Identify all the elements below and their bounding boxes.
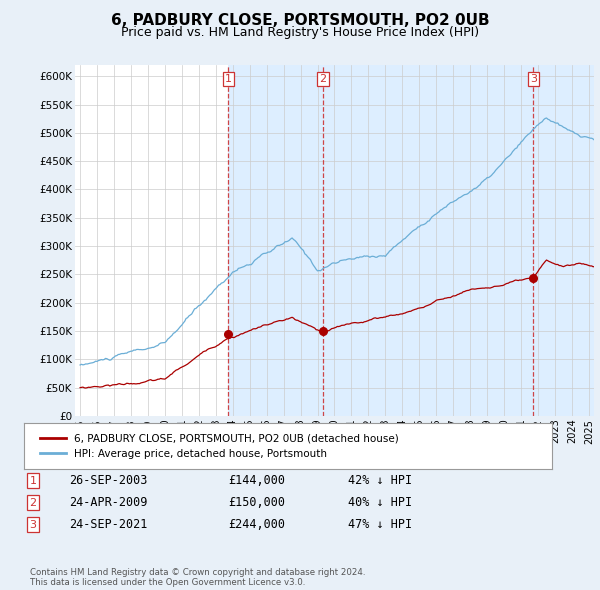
Text: Price paid vs. HM Land Registry's House Price Index (HPI): Price paid vs. HM Land Registry's House …: [121, 26, 479, 39]
Text: 47% ↓ HPI: 47% ↓ HPI: [348, 518, 412, 531]
Text: £144,000: £144,000: [228, 474, 285, 487]
Text: 42% ↓ HPI: 42% ↓ HPI: [348, 474, 412, 487]
Text: 6, PADBURY CLOSE, PORTSMOUTH, PO2 0UB: 6, PADBURY CLOSE, PORTSMOUTH, PO2 0UB: [110, 13, 490, 28]
Text: Contains HM Land Registry data © Crown copyright and database right 2024.
This d: Contains HM Land Registry data © Crown c…: [30, 568, 365, 587]
Text: 2: 2: [319, 74, 326, 84]
Text: 24-SEP-2021: 24-SEP-2021: [69, 518, 148, 531]
Legend: 6, PADBURY CLOSE, PORTSMOUTH, PO2 0UB (detached house), HPI: Average price, deta: 6, PADBURY CLOSE, PORTSMOUTH, PO2 0UB (d…: [34, 428, 404, 464]
Text: 3: 3: [29, 520, 37, 529]
Text: £244,000: £244,000: [228, 518, 285, 531]
Text: 40% ↓ HPI: 40% ↓ HPI: [348, 496, 412, 509]
Text: 24-APR-2009: 24-APR-2009: [69, 496, 148, 509]
Text: 2: 2: [29, 498, 37, 507]
Text: £150,000: £150,000: [228, 496, 285, 509]
Bar: [228, 65, 594, 416]
Text: 26-SEP-2003: 26-SEP-2003: [69, 474, 148, 487]
Text: 3: 3: [530, 74, 537, 84]
Text: 1: 1: [29, 476, 37, 486]
Text: 1: 1: [224, 74, 232, 84]
